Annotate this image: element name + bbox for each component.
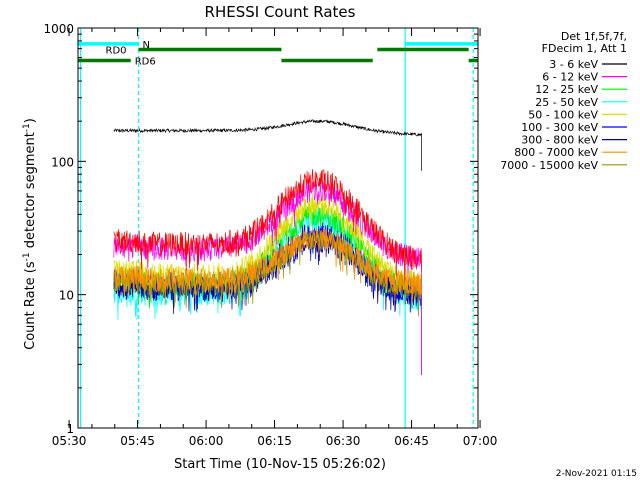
x-tick-label-5: 06:45 (394, 434, 429, 448)
state-label-n: N (143, 40, 150, 51)
y-tick-label-3: 1000 (43, 22, 74, 36)
legend-entry-6: 300 - 800 keV (521, 134, 598, 147)
state-label-rd0: RD0 (106, 45, 127, 56)
plot-frame (77, 27, 479, 429)
y-label-mid: detector segment (23, 132, 38, 252)
timestamp: 2-Nov-2021 01:15 (556, 469, 637, 479)
legend: Det 1f,5f,7f, FDecim 1, Att 1 3 - 6 keV6… (500, 30, 627, 172)
plot-area: N RD0 RD6 (78, 28, 478, 428)
y-label-close: ) (23, 118, 38, 123)
chart-title: RHESSI Count Rates (205, 3, 356, 21)
y-label-main: Count Rate (s (23, 261, 38, 350)
x-axis-label: Start Time (10-Nov-15 05:26:02) (174, 457, 386, 472)
legend-entry-5: 100 - 300 keV (521, 121, 598, 134)
legend-entry-8: 7000 - 15000 keV (500, 159, 598, 172)
axes: 05:30 05:45 06:00 06:15 06:30 06:45 07:00 1 10 10… (43, 22, 497, 448)
x-tick-label-0: 05:30 (52, 434, 87, 448)
x-tick-label-1: 05:45 (120, 434, 155, 448)
y-tick-label-1: 10 (59, 289, 74, 303)
x-tick-label-4: 06:30 (326, 434, 361, 448)
y-label-sup2: -1 (22, 123, 32, 132)
y-axis-label: Count Rate (s-1 detector segment-1) (22, 118, 38, 350)
legend-entry-4: 50 - 100 keV (528, 108, 598, 121)
y-tick-label-0: 1 (66, 422, 74, 436)
legend-entry-2: 12 - 25 keV (535, 83, 598, 96)
legend-header-2: FDecim 1, Att 1 (542, 42, 627, 55)
legend-entry-3: 25 - 50 keV (535, 96, 598, 109)
series-7-line (113, 227, 422, 308)
legend-header-1: Det 1f,5f,7f, (561, 30, 627, 43)
y-label-sup1: -1 (22, 252, 32, 261)
x-tick-label-6: 07:00 (463, 434, 498, 448)
y-tick-label-2: 100 (51, 155, 74, 169)
series-9-line (113, 169, 422, 282)
x-tick-label-3: 06:15 (257, 434, 292, 448)
legend-entry-1: 6 - 12 keV (542, 71, 598, 84)
legend-entry-7: 800 - 7000 keV (514, 146, 598, 159)
state-label-rd6: RD6 (135, 57, 156, 68)
series-0-line (113, 119, 422, 171)
legend-entry-0: 3 - 6 keV (549, 58, 598, 71)
x-tick-label-2: 06:00 (189, 434, 224, 448)
